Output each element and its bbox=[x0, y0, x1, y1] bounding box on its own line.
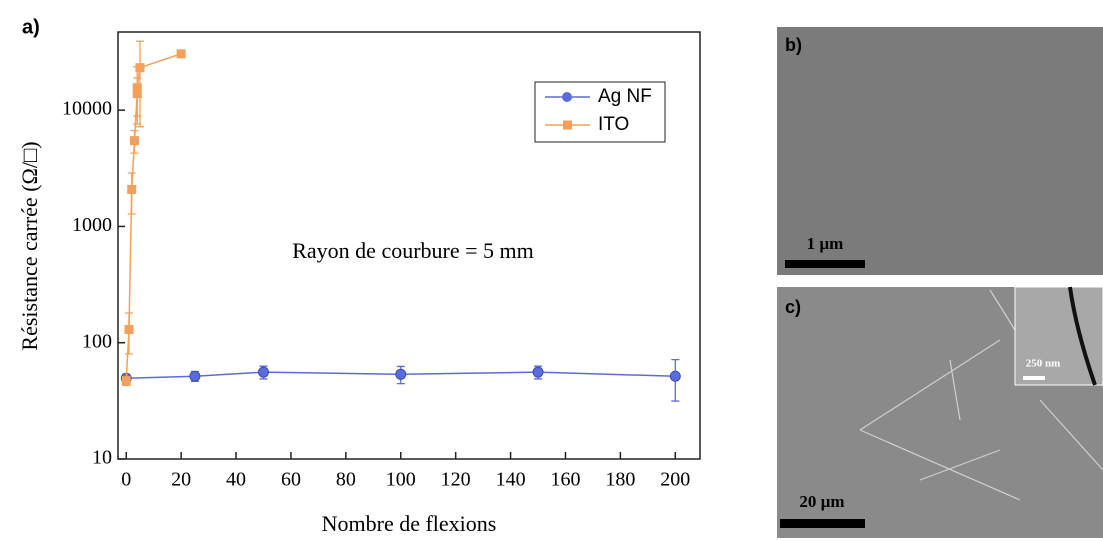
marker bbox=[532, 366, 544, 378]
marker bbox=[127, 184, 137, 194]
legend bbox=[534, 81, 666, 143]
y-tick-label: 10000 bbox=[62, 98, 112, 120]
series-line bbox=[125, 53, 182, 381]
legend-label: ITO bbox=[598, 114, 629, 135]
legend-label: Ag NF bbox=[598, 86, 652, 107]
x-tick-label: 120 bbox=[441, 469, 471, 491]
y-tick-label: 10 bbox=[92, 447, 112, 469]
plot-frame bbox=[117, 31, 701, 460]
legend-marker bbox=[563, 120, 572, 130]
scale-bar bbox=[780, 519, 865, 528]
x-tick-label: 20 bbox=[171, 469, 191, 491]
error-bar bbox=[135, 40, 144, 128]
cracks bbox=[859, 289, 1103, 501]
marker bbox=[395, 368, 407, 380]
marker bbox=[132, 83, 142, 93]
x-tick-label: 180 bbox=[605, 469, 635, 491]
scale-bar-label: 1 µm bbox=[807, 234, 844, 253]
x-tick-label: 40 bbox=[226, 469, 246, 491]
scale-bar bbox=[785, 260, 865, 268]
marker bbox=[121, 376, 131, 386]
x-tick-label: 160 bbox=[550, 469, 580, 491]
panel-label: c) bbox=[785, 297, 801, 317]
inset-scale-bar-label: 250 nm bbox=[1026, 358, 1061, 370]
marker bbox=[176, 49, 186, 59]
marker bbox=[189, 370, 201, 382]
series-line bbox=[126, 371, 676, 379]
scale-bar-label: 20 µm bbox=[799, 492, 844, 511]
x-tick-label: 200 bbox=[660, 469, 690, 491]
x-tick-label: 80 bbox=[336, 469, 356, 491]
marker bbox=[135, 63, 145, 73]
x-axis-label: Nombre de flexions bbox=[322, 511, 497, 536]
y-tick-label: 1000 bbox=[72, 214, 112, 236]
y-axis-label: Résistance carrée (Ω/□) bbox=[17, 141, 42, 350]
y-tick-label: 100 bbox=[82, 330, 112, 352]
sem-image-b bbox=[777, 27, 1103, 275]
x-tick-label: 0 bbox=[121, 469, 131, 491]
annotation: Rayon de courbure = 5 mm bbox=[292, 238, 534, 263]
legend-box bbox=[534, 81, 666, 143]
legend-marker bbox=[562, 92, 572, 102]
panel-label: b) bbox=[785, 35, 802, 55]
marker bbox=[669, 370, 681, 382]
marker bbox=[124, 324, 134, 334]
x-tick-label: 100 bbox=[386, 469, 416, 491]
panel-label: a) bbox=[22, 16, 40, 38]
inset-crack bbox=[1068, 286, 1097, 386]
x-tick-label: 140 bbox=[496, 469, 526, 491]
inset-scale-bar bbox=[1023, 376, 1045, 380]
marker bbox=[258, 366, 269, 378]
marker bbox=[129, 136, 139, 146]
x-tick-label: 60 bbox=[281, 469, 301, 491]
